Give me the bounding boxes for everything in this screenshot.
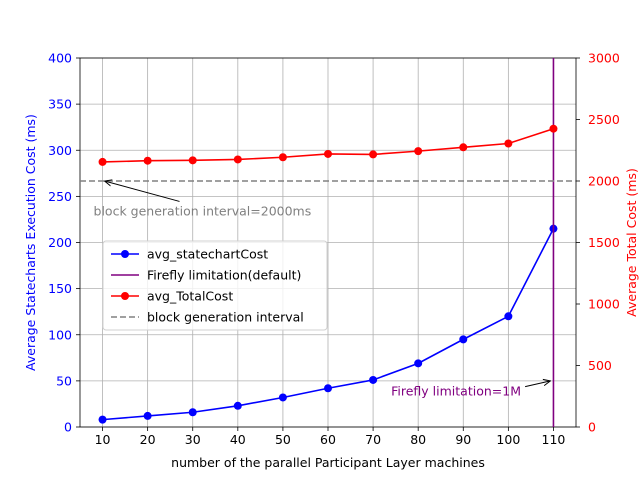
avg_TotalCost-point [414, 147, 423, 156]
annotation-text: block generation interval=2000ms [94, 203, 312, 218]
avg_statechartCost-point [459, 335, 468, 344]
avg_TotalCost-point [504, 139, 513, 148]
avg_TotalCost-point [369, 150, 378, 159]
y-left-tick-label: 200 [48, 235, 72, 250]
y-left-tick-label: 250 [48, 189, 72, 204]
y-left-tick-label: 100 [48, 327, 72, 342]
avg_TotalCost-point [188, 156, 197, 165]
x-tick-label: 10 [95, 432, 111, 447]
y-right-tick-label: 3000 [588, 51, 620, 66]
avg_statechartCost-point [233, 401, 242, 410]
x-tick-label: 80 [410, 432, 426, 447]
y-left-tick-label: 0 [64, 420, 72, 435]
avg_TotalCost-point [278, 153, 287, 162]
y-left-axis-label: Average Statecharts Execution Cost (ms) [23, 114, 38, 371]
y-right-tick-label: 1000 [588, 297, 620, 312]
x-tick-label: 50 [275, 432, 291, 447]
avg_statechartCost-point [278, 393, 287, 402]
legend-label: avg_statechartCost [147, 247, 268, 262]
legend-marker [121, 292, 129, 300]
annotation-text: Firefly limitation=1M [391, 384, 521, 399]
x-tick-label: 20 [140, 432, 156, 447]
legend-box [102, 240, 328, 331]
x-tick-label: 60 [320, 432, 336, 447]
avg_statechartCost-point [98, 415, 107, 424]
y-left-tick-label: 400 [48, 51, 72, 66]
legend-marker [121, 250, 129, 258]
y-left-tick-label: 300 [48, 143, 72, 158]
x-tick-label: 110 [542, 432, 566, 447]
y-left-tick-label: 50 [56, 373, 72, 388]
avg_statechartCost-point [414, 359, 423, 368]
y-right-tick-label: 2500 [588, 112, 620, 127]
avg_TotalCost-point [324, 149, 332, 158]
avg_statechartCost-point [324, 384, 332, 393]
y-right-tick-label: 0 [588, 420, 596, 435]
avg_statechartCost-point [143, 411, 152, 420]
legend-label: Firefly limitation(default) [147, 268, 301, 283]
y-left-tick-label: 350 [48, 97, 72, 112]
annotation-arrow [105, 181, 180, 202]
avg_TotalCost-point [549, 124, 558, 133]
x-tick-label: 100 [496, 432, 520, 447]
avg_TotalCost-point [98, 157, 107, 166]
x-tick-label: 90 [455, 432, 471, 447]
avg_TotalCost-point [233, 155, 242, 164]
avg_statechartCost-point [188, 408, 197, 417]
avg_statechartCost-point [369, 375, 378, 384]
y-left-tick-label: 150 [48, 281, 72, 296]
legend-label: block generation interval [147, 310, 304, 325]
avg_TotalCost-point [459, 143, 468, 152]
y-right-tick-label: 2000 [588, 174, 620, 189]
y-right-axis-label: Average Total Cost (ms) [624, 168, 639, 317]
x-tick-label: 30 [185, 432, 201, 447]
y-right-tick-label: 500 [588, 358, 612, 373]
avg_statechartCost-point [504, 312, 513, 321]
annotation-arrow [525, 381, 550, 388]
x-tick-label: 40 [230, 432, 246, 447]
avg_TotalCost-point [143, 156, 152, 165]
x-tick-label: 70 [365, 432, 381, 447]
legend-label: avg_TotalCost [147, 289, 233, 304]
y-right-tick-label: 1500 [588, 235, 620, 250]
x-axis-label: number of the parallel Participant Layer… [171, 455, 485, 470]
